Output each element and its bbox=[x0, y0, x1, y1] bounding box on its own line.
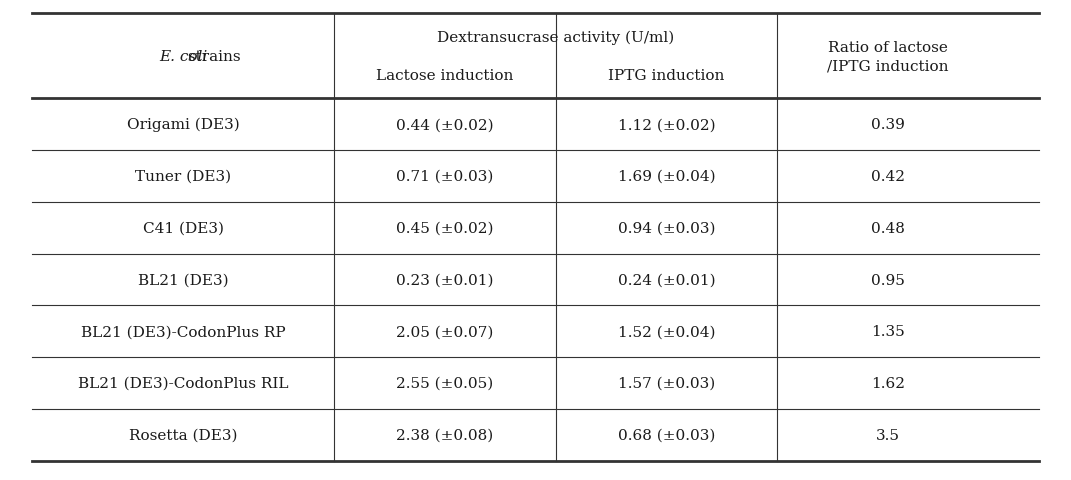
Text: 0.39: 0.39 bbox=[871, 118, 905, 132]
Text: 3.5: 3.5 bbox=[876, 428, 900, 442]
Text: BL21 (DE3): BL21 (DE3) bbox=[138, 273, 228, 287]
Text: 0.23 (±0.01): 0.23 (±0.01) bbox=[396, 273, 494, 287]
Text: strains: strains bbox=[183, 50, 241, 64]
Text: Rosetta (DE3): Rosetta (DE3) bbox=[129, 428, 238, 442]
Text: IPTG induction: IPTG induction bbox=[608, 69, 725, 83]
Text: 2.55 (±0.05): 2.55 (±0.05) bbox=[396, 376, 494, 390]
Text: 0.42: 0.42 bbox=[871, 170, 905, 184]
Text: BL21 (DE3)-CodonPlus RP: BL21 (DE3)-CodonPlus RP bbox=[80, 324, 286, 339]
Text: 0.71 (±0.03): 0.71 (±0.03) bbox=[396, 170, 494, 184]
Text: Lactose induction: Lactose induction bbox=[376, 69, 514, 83]
Text: Tuner (DE3): Tuner (DE3) bbox=[135, 170, 231, 184]
Text: 0.94 (±0.03): 0.94 (±0.03) bbox=[618, 221, 715, 235]
Text: 2.38 (±0.08): 2.38 (±0.08) bbox=[396, 428, 494, 442]
Text: 0.48: 0.48 bbox=[871, 221, 905, 235]
Text: E. coli: E. coli bbox=[159, 50, 208, 64]
Text: 1.35: 1.35 bbox=[871, 324, 905, 339]
Text: 0.45 (±0.02): 0.45 (±0.02) bbox=[396, 221, 494, 235]
Text: C41 (DE3): C41 (DE3) bbox=[142, 221, 224, 235]
Text: 2.05 (±0.07): 2.05 (±0.07) bbox=[396, 324, 494, 339]
Text: 0.44 (±0.02): 0.44 (±0.02) bbox=[396, 118, 494, 132]
Text: Ratio of lactose
/IPTG induction: Ratio of lactose /IPTG induction bbox=[827, 41, 949, 73]
Text: 0.68 (±0.03): 0.68 (±0.03) bbox=[618, 428, 715, 442]
Text: Origami (DE3): Origami (DE3) bbox=[126, 118, 240, 132]
Text: 1.69 (±0.04): 1.69 (±0.04) bbox=[618, 170, 715, 184]
Text: 0.95: 0.95 bbox=[871, 273, 905, 287]
Text: 0.24 (±0.01): 0.24 (±0.01) bbox=[618, 273, 715, 287]
Text: 1.12 (±0.02): 1.12 (±0.02) bbox=[618, 118, 715, 132]
Text: Dextransucrase activity (U/ml): Dextransucrase activity (U/ml) bbox=[437, 31, 675, 45]
Text: BL21 (DE3)-CodonPlus RIL: BL21 (DE3)-CodonPlus RIL bbox=[78, 376, 288, 390]
Text: 1.52 (±0.04): 1.52 (±0.04) bbox=[618, 324, 715, 339]
Text: 1.57 (±0.03): 1.57 (±0.03) bbox=[618, 376, 715, 390]
Text: 1.62: 1.62 bbox=[871, 376, 905, 390]
